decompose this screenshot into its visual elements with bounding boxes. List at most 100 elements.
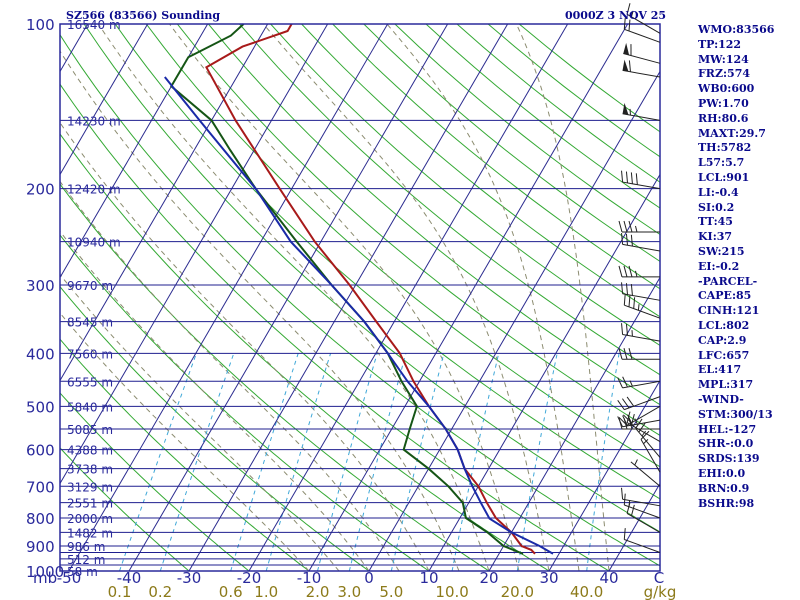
temperature-tick-label: 20 — [479, 569, 498, 587]
index-line: EL:417 — [698, 363, 742, 377]
height-label: 3738 m — [67, 463, 113, 477]
temperature-tick-label: -20 — [237, 569, 262, 587]
wind-barb — [623, 293, 661, 319]
pressure-label: 200 — [26, 181, 55, 199]
pressure-label: 1000 — [26, 563, 64, 581]
temperature-tick-label: -10 — [297, 569, 322, 587]
height-label: 2000 m — [67, 512, 113, 526]
height-label: 1482 m — [67, 526, 113, 540]
index-line: -PARCEL- — [698, 274, 758, 288]
height-label: 3129 m — [67, 480, 113, 494]
temperature-tick-label: -50 — [57, 569, 82, 587]
temperature-tick-label: 40 — [599, 569, 618, 587]
isotherm — [60, 24, 269, 381]
temperature-tick-label: 30 — [539, 569, 558, 587]
moist-adiabat — [263, 24, 550, 571]
temperature-tick-label: -30 — [177, 569, 202, 587]
dry-adiabat — [83, 24, 660, 533]
index-line: PW:1.70 — [698, 96, 749, 110]
index-line: SRDS:139 — [698, 452, 760, 466]
index-line: LFC:657 — [698, 348, 750, 362]
isotherm — [608, 483, 660, 571]
isotherm — [248, 24, 569, 571]
wind-barb — [630, 459, 661, 487]
parcel-trace — [164, 76, 554, 555]
wind-barb — [623, 17, 661, 43]
sounding-time: 0000Z 3 NOV 25 — [565, 9, 667, 22]
wind-barb — [621, 323, 661, 342]
height-label: 6555 m — [67, 375, 113, 389]
mixing-ratio-label: 40.0 — [570, 583, 603, 600]
pressure-label: 300 — [26, 277, 55, 295]
index-line: WMO:83566 — [698, 23, 775, 36]
isotherm — [548, 380, 660, 571]
wind-barb — [618, 348, 660, 360]
wind-barb — [622, 59, 661, 78]
height-label: 7560 m — [67, 347, 113, 361]
moist-adiabat — [515, 24, 610, 571]
index-line: SHR-:0.0 — [698, 437, 754, 451]
temperature-tick-label: -40 — [117, 569, 142, 587]
index-line: MPL:317 — [698, 378, 754, 392]
moist-adiabat — [386, 24, 580, 571]
mixing-ratio-label: 10.0 — [435, 583, 468, 600]
mixing-ratio-label: 2.0 — [306, 583, 330, 600]
mixing-ratio-label: 0.2 — [148, 583, 172, 600]
height-label: 9670 m — [67, 279, 113, 293]
mixing-ratio-unit-label: g/kg — [644, 583, 677, 600]
index-line: SI:0.2 — [698, 200, 735, 214]
pressure-label: 800 — [26, 510, 55, 528]
index-line: CAP:2.9 — [698, 333, 747, 347]
mixing-ratio-label: 0.6 — [219, 583, 243, 600]
index-line: -WIND- — [698, 392, 744, 406]
index-line: LCL:901 — [698, 170, 750, 184]
index-line: TT:45 — [698, 215, 733, 229]
height-label: 12420 m — [67, 183, 121, 197]
plot-frame — [59, 23, 661, 572]
index-line: L57:5.7 — [698, 156, 745, 170]
index-line: LCL:802 — [698, 318, 750, 332]
height-label: 10940 m — [67, 236, 121, 250]
isotherm — [488, 277, 660, 571]
dry-adiabat — [60, 234, 430, 571]
temperature-trace — [205, 23, 536, 555]
wind-barb — [621, 232, 661, 252]
temperature-unit-label: C — [654, 569, 664, 587]
isotherm — [428, 174, 660, 571]
wind-barb — [617, 376, 661, 389]
index-line: EHI:0.0 — [698, 466, 746, 480]
wind-barb — [617, 396, 661, 411]
mixing-ratio-line — [451, 353, 500, 571]
wind-barb — [623, 42, 661, 64]
index-line: KI:37 — [698, 230, 733, 244]
pressure-label: 900 — [26, 538, 55, 556]
index-line: CINH:121 — [698, 304, 760, 318]
height-label: 2551 m — [67, 497, 113, 511]
pressure-label: 400 — [26, 345, 55, 363]
mixing-ratio-label: 0.1 — [108, 583, 132, 600]
index-line: RH:80.6 — [698, 111, 749, 125]
index-line: BRN:0.9 — [698, 481, 750, 495]
wind-barb — [621, 170, 661, 190]
index-line: STM:300/13 — [698, 407, 773, 421]
index-line: TP:122 — [698, 37, 742, 51]
isotherm — [60, 24, 329, 484]
dry-adiabat — [60, 33, 660, 567]
mixing-ratio-line — [265, 353, 332, 571]
isotherm — [60, 24, 149, 175]
pressure-label: 700 — [26, 478, 55, 496]
isotherm — [308, 24, 629, 571]
wind-barb — [626, 3, 661, 34]
index-line: MW:124 — [698, 52, 749, 66]
wind-barb — [618, 220, 660, 233]
index-line: LI:-0.4 — [698, 185, 739, 199]
pressure-unit-label: mb — [33, 569, 57, 587]
wind-barb — [640, 430, 661, 473]
index-line: MAXT:29.7 — [698, 126, 766, 140]
mixing-ratio-label: 20.0 — [501, 583, 534, 600]
moist-adiabat — [169, 24, 520, 571]
wind-barb — [617, 414, 661, 428]
moist-adiabat — [60, 230, 370, 571]
isotherm — [128, 24, 449, 571]
